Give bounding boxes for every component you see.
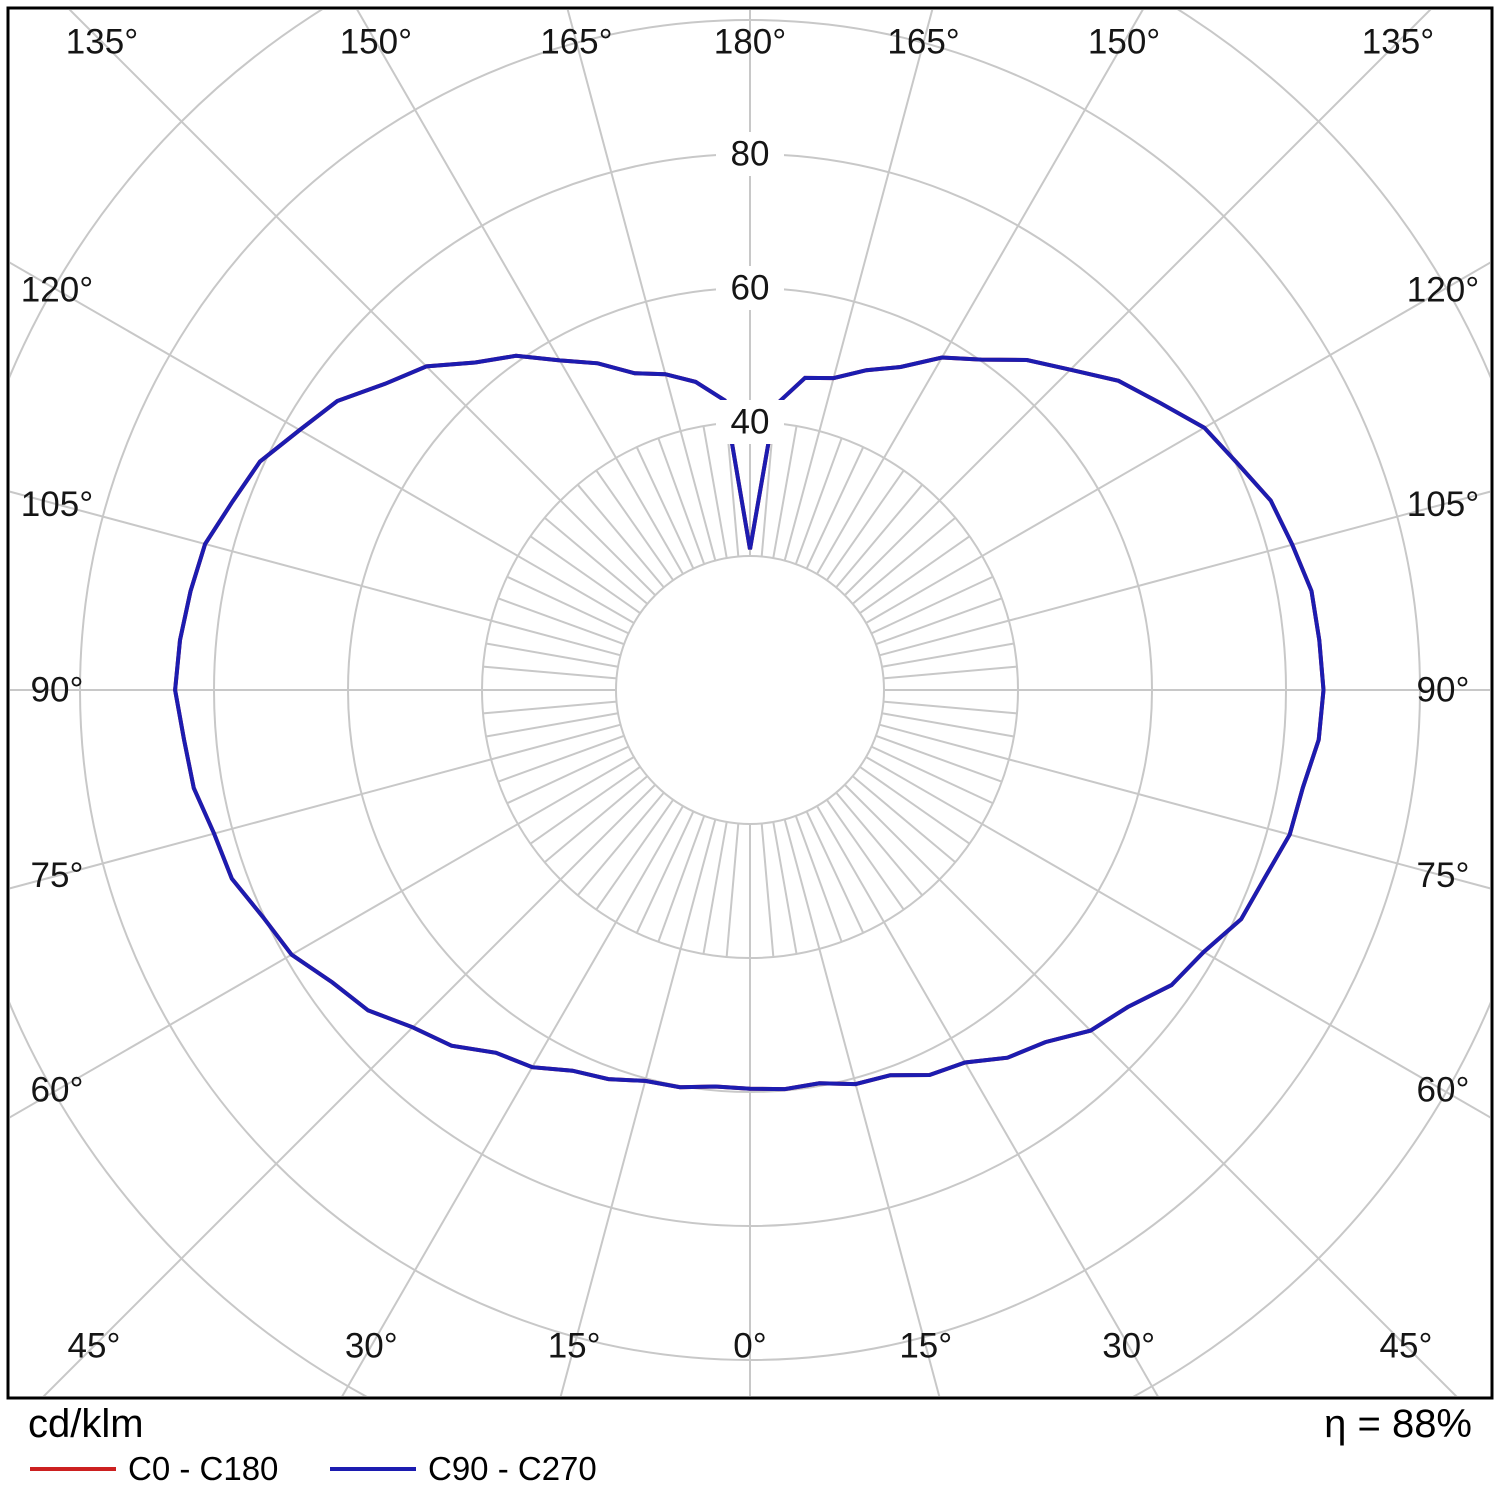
angle-label: 135° xyxy=(1362,23,1434,62)
angle-label: 45° xyxy=(68,1327,121,1366)
angle-label: 165° xyxy=(887,23,959,62)
angle-label: 90° xyxy=(31,671,84,710)
angle-label: 60° xyxy=(31,1071,84,1110)
chart-frame xyxy=(6,6,1494,1400)
legend-swatch-c90-c270 xyxy=(330,1467,416,1471)
radial-tick-label: 80 xyxy=(731,135,770,174)
angle-labels: 0° 15° 15° 30° 30° 45° 45° 60° 60° 75° 75° 90° 90° 10… xyxy=(21,23,1479,1366)
legend-label-c90-c270: C90 - C270 xyxy=(428,1450,597,1487)
angle-label: 150° xyxy=(340,23,412,62)
radial-tick-label: 40 xyxy=(731,403,770,442)
angle-label: 120° xyxy=(1407,270,1479,309)
units-label: cd/klm xyxy=(28,1402,144,1446)
legend-swatch-c0-c180 xyxy=(30,1467,116,1471)
angle-label: 75° xyxy=(31,856,84,895)
intensity-curves xyxy=(173,353,1326,1092)
legend-label-c0-c180: C0 - C180 xyxy=(128,1450,279,1487)
legend: C0 - C180 C90 - C270 xyxy=(0,1450,1500,1494)
angle-label: 165° xyxy=(540,23,612,62)
angle-label: 60° xyxy=(1417,1071,1470,1110)
angle-label: 75° xyxy=(1417,856,1470,895)
angle-label: 105° xyxy=(21,485,93,524)
angle-label: 180° xyxy=(714,23,786,62)
angle-label: 45° xyxy=(1380,1327,1433,1366)
radial-tick-labels: 40 60 80 xyxy=(716,132,784,444)
angle-label: 120° xyxy=(21,270,93,309)
curve-C90-C270 xyxy=(173,353,1326,1092)
angle-label: 30° xyxy=(1102,1327,1155,1366)
angle-label: 15° xyxy=(899,1327,952,1366)
angle-label: 90° xyxy=(1417,671,1470,710)
angle-label: 0° xyxy=(733,1327,766,1366)
angle-label: 150° xyxy=(1088,23,1160,62)
efficiency-label: η = 88% xyxy=(1324,1402,1472,1446)
angle-label: 135° xyxy=(66,23,138,62)
radial-tick-label: 60 xyxy=(731,269,770,308)
angle-label: 15° xyxy=(548,1327,601,1366)
angle-label: 30° xyxy=(345,1327,398,1366)
angle-label: 105° xyxy=(1407,485,1479,524)
